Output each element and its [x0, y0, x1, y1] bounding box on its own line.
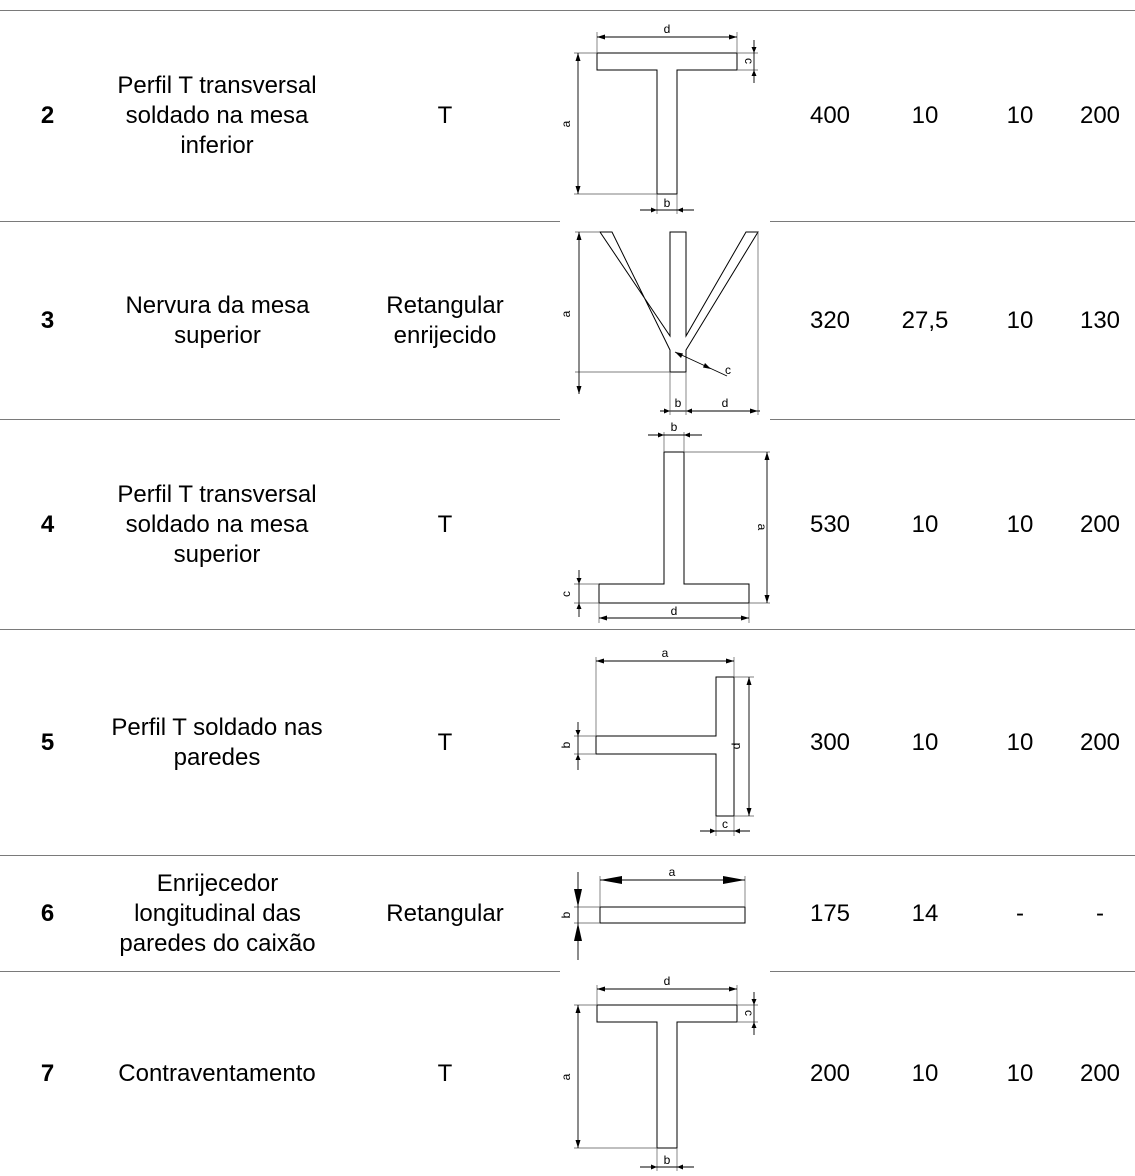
row-type: T: [437, 510, 453, 538]
value-b: 10: [911, 510, 939, 538]
value-d: 200: [1079, 102, 1121, 129]
t-section-inverted-diagram: b a c d: [560, 420, 770, 623]
value-c: 10: [1006, 510, 1034, 538]
row-description: Perfil T transversal soldado na mesa sup…: [117, 480, 317, 568]
value-a: 200: [809, 1060, 851, 1087]
dim-label-c: c: [722, 817, 728, 831]
value-b: 10: [911, 728, 939, 756]
dim-label-c: c: [560, 591, 573, 597]
row-type: T: [437, 102, 453, 129]
row-number: 3: [40, 306, 55, 334]
value-a: 320: [809, 306, 851, 334]
value-c: 10: [1006, 728, 1034, 756]
value-b: 10: [911, 102, 939, 129]
dim-label-a: a: [755, 524, 769, 531]
stiffened-rib-diagram: a b d c: [560, 231, 760, 415]
value-c: 10: [1006, 1060, 1034, 1087]
value-c: -: [1016, 899, 1024, 927]
row-number: 7: [40, 1060, 55, 1087]
dim-label-b: b: [671, 420, 678, 434]
row-separator: [0, 221, 560, 222]
row-description: Perfil T soldado nas paredes: [111, 713, 323, 771]
dim-label-a: a: [560, 310, 573, 317]
row-separator: [770, 221, 1135, 222]
value-a: 530: [809, 510, 851, 538]
value-d: 200: [1079, 728, 1121, 756]
value-d: 200: [1079, 1060, 1121, 1087]
dim-label-d: d: [729, 743, 743, 750]
dim-label-d: d: [664, 22, 671, 36]
row-number: 5: [40, 728, 55, 756]
value-d: 130: [1079, 306, 1121, 334]
dim-label-c: c: [742, 58, 756, 64]
table-row: 2 Perfil T transversal soldado na mesa i…: [0, 11, 1135, 221]
row-description: Contraventamento: [118, 1060, 316, 1087]
row-type: T: [437, 728, 453, 756]
value-c: 10: [1006, 102, 1034, 129]
row-separator: [0, 629, 1135, 630]
row-type: T: [437, 1060, 453, 1087]
dim-label-b: b: [664, 1153, 671, 1167]
row-number: 6: [40, 899, 55, 927]
dim-label-d: d: [722, 396, 729, 410]
table-row: 5 Perfil T soldado nas paredes T 300 10 …: [0, 630, 1135, 855]
value-c: 10: [1006, 306, 1034, 334]
dim-label-b: b: [560, 741, 573, 748]
rectangular-plate-diagram: a b: [560, 865, 746, 960]
row-separator: [770, 419, 1135, 420]
t-section-diagram: d c a b: [560, 22, 758, 214]
row-separator: [0, 10, 1135, 11]
table-row: 7 Contraventamento T 200 10 10 200: [0, 972, 1135, 1176]
t-section-bracing-diagram: d c a b: [560, 975, 758, 1171]
row-description: Perfil T transversal soldado na mesa inf…: [117, 72, 317, 159]
row-description: Enrijecedor longitudinal das paredes do …: [119, 869, 316, 957]
dim-label-b: b: [560, 911, 573, 918]
dim-label-b: b: [675, 396, 682, 410]
dim-label-b: b: [664, 196, 671, 210]
dim-label-a: a: [662, 646, 669, 660]
row-separator: [770, 971, 1135, 972]
dim-label-c: c: [725, 363, 731, 377]
table-row: 4 Perfil T transversal soldado na mesa s…: [0, 420, 1135, 629]
row-description: Nervura da mesa superior: [125, 291, 310, 349]
row-separator: [0, 855, 1135, 856]
row-separator: [0, 971, 560, 972]
row-separator: [0, 419, 560, 420]
row-type: Retangular: [386, 899, 504, 927]
dim-label-a: a: [669, 865, 676, 879]
value-a: 175: [809, 899, 851, 927]
value-b: 10: [911, 1060, 939, 1087]
value-d: -: [1096, 899, 1104, 927]
dim-label-d: d: [664, 975, 671, 988]
t-section-sideways-diagram: a b d c: [560, 646, 754, 836]
row-type: Retangular enrijecido: [386, 291, 504, 349]
dim-label-d: d: [671, 604, 678, 618]
dim-label-c: c: [742, 1010, 756, 1016]
value-d: 200: [1079, 510, 1121, 538]
row-number: 2: [40, 102, 55, 129]
table-row: 3 Nervura da mesa superior Retangular en…: [0, 222, 1135, 419]
table-row: 6 Enrijecedor longitudinal das paredes d…: [0, 856, 1135, 971]
row-number: 4: [40, 510, 55, 538]
value-b: 14: [911, 899, 939, 927]
value-a: 400: [809, 102, 851, 129]
dim-label-a: a: [560, 120, 573, 127]
value-a: 300: [809, 728, 851, 756]
value-b: 27,5: [901, 306, 949, 334]
dim-label-a: a: [560, 1073, 573, 1080]
